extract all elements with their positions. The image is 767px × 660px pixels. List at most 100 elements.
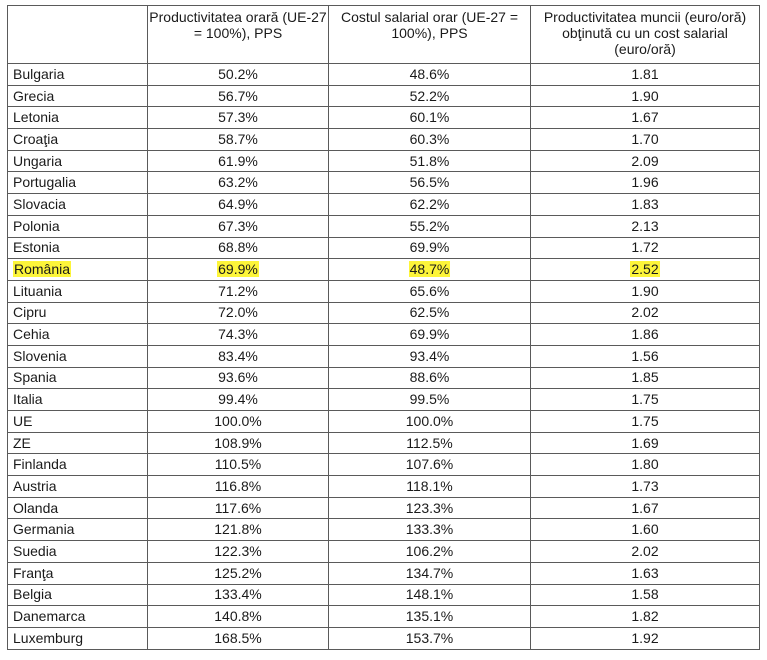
cell-ratio-text: 1.96 [631,174,659,191]
table-row: România 69.9% 48.7% 2.52 [7,258,760,281]
cell-ratio: 1.90 [530,279,760,303]
cell-wage-cost: 48.6% [328,63,531,86]
table-row: Danemarca 140.8% 135.1% 1.82 [7,605,760,628]
cell-productivity-text: 58.7% [218,130,258,147]
cell-ratio-text: 1.92 [631,629,659,646]
cell-wage-cost: 93.4% [328,344,531,368]
cell-productivity: 116.8% [147,475,329,498]
cell-wage-cost-text: 135.1% [405,608,454,625]
cell-ratio: 1.86 [530,323,760,346]
cell-wage-cost-text: 99.5% [409,391,450,408]
cell-country: ZE [7,431,148,455]
cell-productivity: 133.4% [147,583,329,607]
cell-productivity: 72.0% [147,301,329,325]
cell-country-text: Finlanda [13,456,67,473]
cell-wage-cost: 106.2% [328,540,531,563]
cell-productivity-text: 121.8% [214,521,262,538]
cell-productivity-text: 108.9% [214,434,262,451]
header-row: Productivitatea orară (UE-27 = 100%), PP… [7,5,760,64]
cell-ratio: 1.60 [530,518,760,542]
cell-wage-cost-text: 62.5% [409,304,450,321]
cell-ratio-text: 1.67 [631,499,659,516]
cell-ratio-text: 1.90 [631,87,659,104]
cell-wage-cost-text: 100.0% [405,412,454,429]
cell-wage-cost: 123.3% [328,496,531,520]
cell-wage-cost-text: 123.3% [405,499,454,516]
table-row: Olanda 117.6% 123.3% 1.67 [7,496,760,520]
cell-ratio: 1.72 [530,236,760,260]
table-row: Suedia 122.3% 106.2% 2.02 [7,540,760,563]
cell-productivity-text: 67.3% [218,217,258,234]
cell-wage-cost-text: 112.5% [406,434,453,451]
cell-productivity-text: 61.9% [218,152,258,169]
cell-ratio-text: 1.60 [631,521,659,538]
cell-country-text: Franţa [13,564,54,581]
cell-wage-cost: 69.9% [328,323,531,346]
cell-ratio: 2.09 [530,149,760,173]
cell-ratio: 1.67 [530,106,760,130]
cell-country-text: Belgia [13,586,52,603]
cell-country: Suedia [7,540,148,563]
cell-wage-cost: 56.5% [328,171,531,195]
cell-country: Ungaria [7,149,148,173]
cell-productivity: 68.8% [147,236,329,260]
table-row: Croaţia 58.7% 60.3% 1.70 [7,128,760,151]
cell-productivity: 74.3% [147,323,329,346]
cell-ratio-text: 1.81 [631,65,659,82]
cell-country: Lituania [7,279,148,303]
cell-wage-cost: 100.0% [328,410,531,433]
cell-country-text: România [13,261,72,278]
cell-country-text: Olanda [13,499,59,516]
cell-productivity: 64.9% [147,193,329,216]
cell-productivity: 57.3% [147,106,329,130]
cell-country-text: Ungaria [13,152,63,169]
cell-ratio-text: 1.83 [631,195,659,212]
table-row: Ungaria 61.9% 51.8% 2.09 [7,149,760,173]
cell-ratio: 2.52 [530,258,760,281]
cell-ratio: 1.56 [530,344,760,368]
cell-wage-cost: 134.7% [328,561,531,585]
cell-country: Spania [7,366,148,390]
table-row: Belgia 133.4% 148.1% 1.58 [7,583,760,607]
cell-ratio-text: 1.72 [631,239,659,256]
cell-productivity-text: 168.5% [214,629,262,646]
cell-ratio-text: 1.90 [631,282,659,299]
cell-country-text: Spania [13,369,57,386]
cell-country: Slovacia [7,193,148,216]
cell-country: Polonia [7,214,148,238]
cell-wage-cost-text: 65.6% [409,282,450,299]
cell-country: Slovenia [7,344,148,368]
cell-country: România [7,258,148,281]
cell-wage-cost: 118.1% [328,475,531,498]
cell-productivity-text: 72.0% [218,304,258,321]
cell-productivity-text: 125.2% [214,564,262,581]
cell-ratio: 1.67 [530,496,760,520]
cell-country: Finlanda [7,453,148,477]
table-row: Slovenia 83.4% 93.4% 1.56 [7,344,760,368]
cell-country-text: Polonia [13,217,60,234]
table-row: Austria 116.8% 118.1% 1.73 [7,475,760,498]
cell-wage-cost: 48.7% [328,258,531,281]
table-row: UE 100.0% 100.0% 1.75 [7,410,760,433]
cell-country: UE [7,410,148,433]
cell-ratio: 1.63 [530,561,760,585]
cell-ratio-text: 1.82 [631,608,659,625]
cell-wage-cost: 62.5% [328,301,531,325]
cell-country: Letonia [7,106,148,130]
cell-productivity-text: 117.6% [214,499,262,516]
cell-productivity: 168.5% [147,626,329,650]
productivity-table-container: Productivitatea orară (UE-27 = 100%), PP… [7,5,760,650]
table-row: Estonia 68.8% 69.9% 1.72 [7,236,760,260]
cell-productivity-text: 63.2% [218,174,258,191]
cell-productivity-text: 122.3% [214,542,262,559]
header-hourly-productivity: Productivitatea orară (UE-27 = 100%), PP… [147,5,329,64]
cell-ratio-text: 2.09 [631,152,659,169]
table-row: Finlanda 110.5% 107.6% 1.80 [7,453,760,477]
cell-wage-cost-text: 62.2% [409,195,450,212]
table-row: Cehia 74.3% 69.9% 1.86 [7,323,760,346]
cell-productivity: 99.4% [147,388,329,411]
cell-country: Luxemburg [7,626,148,650]
cell-country-text: Letonia [13,109,59,126]
cell-ratio: 1.75 [530,410,760,433]
cell-ratio-text: 1.70 [631,130,659,147]
